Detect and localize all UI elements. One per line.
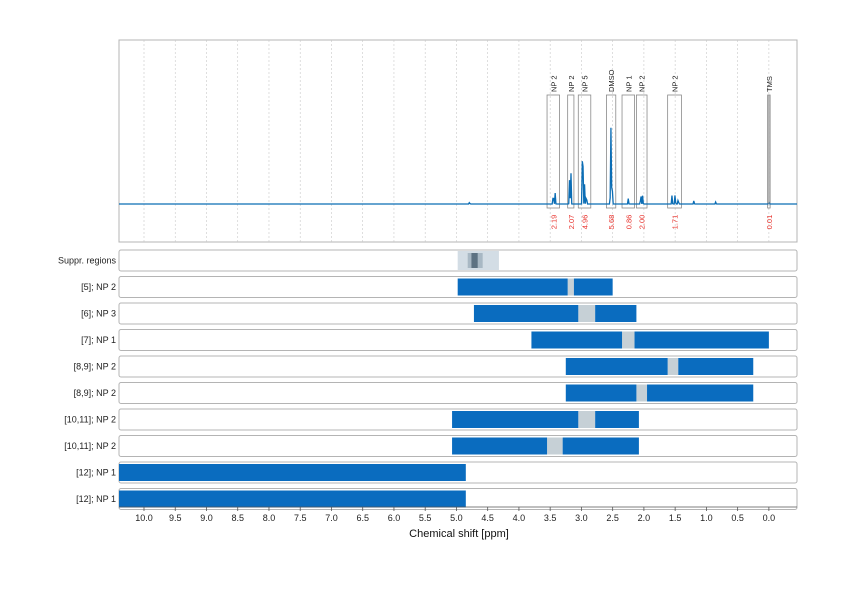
row-label: [12]; NP 1: [76, 468, 116, 478]
region-bar-1: [573, 278, 613, 296]
region-row-5: [8,9]; NP 2: [74, 382, 798, 404]
x-tick-label-10: 5.0: [450, 513, 463, 523]
x-tick-label-0: 10.0: [135, 513, 153, 523]
gap-block-0: [622, 331, 635, 349]
region-bar-0: [119, 464, 466, 481]
region-bar-0: [452, 437, 548, 455]
suppression-band-2: [471, 253, 478, 268]
row-label: [10,11]; NP 2: [64, 415, 116, 425]
region-bar-1: [595, 305, 637, 322]
gap-block-0: [567, 278, 574, 296]
integral-label-0: 2.19: [549, 215, 558, 230]
region-bar-0: [119, 490, 466, 508]
region-bar-1: [678, 358, 754, 375]
gap-block-0: [578, 305, 596, 322]
x-tick-label-12: 4.0: [513, 513, 526, 523]
x-tick-label-20: 0.0: [763, 513, 776, 523]
x-tick-label-11: 4.5: [481, 513, 494, 523]
x-tick-label-4: 8.0: [263, 513, 276, 523]
x-tick-label-6: 7.0: [325, 513, 338, 523]
x-tick-label-3: 8.5: [231, 513, 244, 523]
region-bar-1: [595, 411, 639, 428]
region-bar-0: [473, 305, 579, 322]
x-tick-label-7: 6.5: [356, 513, 369, 523]
x-tick-label-9: 5.5: [419, 513, 432, 523]
peak-label-3: DMSO: [607, 69, 616, 92]
peak-label-7: TMS: [765, 76, 774, 92]
integral-label-5: 2.00: [638, 215, 647, 230]
x-tick-label-1: 9.5: [169, 513, 182, 523]
integral-label-7: 0.01: [765, 215, 774, 230]
x-tick-label-19: 0.5: [731, 513, 744, 523]
peak-box-5: [636, 94, 648, 209]
peak-label-0: NP 2: [549, 75, 558, 92]
spectrum-trace: [119, 127, 797, 205]
gap-block-0: [636, 384, 648, 402]
gap-block-0: [667, 358, 679, 375]
region-bar-0: [565, 358, 668, 375]
x-axis: 10.0 9.5 9.0 8.5 8.0 7.5 7.0 6.5 6.0 5.5 5.0 4.5 4.0…: [119, 506, 797, 523]
row-label: [8,9]; NP 2: [74, 388, 116, 398]
x-tick-label-5: 7.5: [294, 513, 307, 523]
integral-label-4: 0.86: [624, 215, 633, 230]
region-row-8: [12]; NP 1: [76, 461, 798, 484]
spectrum-frame: [118, 39, 798, 243]
x-tick-label-14: 3.0: [575, 513, 588, 523]
x-tick-label-2: 9.0: [200, 513, 213, 523]
spectrum-panel: NP 2 2.19 NP 2 2.07 NP 5 4.96 DMSO 5.68 NP 1 0.86…: [118, 39, 798, 243]
x-tick-label-8: 6.0: [388, 513, 401, 523]
peak-label-5: NP 2: [638, 75, 647, 92]
peak-label-2: NP 5: [581, 75, 590, 92]
x-tick-label-16: 2.0: [638, 513, 651, 523]
x-tick-label-17: 1.5: [669, 513, 682, 523]
region-rows-panel: Suppr. regions [5]; NP 2 [6]; NP 3 [7]; NP …: [58, 249, 798, 510]
row-label: [6]; NP 3: [81, 309, 116, 319]
row-label: [10,11]; NP 2: [64, 441, 116, 451]
integral-label-2: 4.96: [581, 215, 590, 230]
suppression-row: Suppr. regions: [58, 249, 798, 272]
integral-label-1: 2.07: [567, 215, 576, 230]
region-bar-1: [562, 437, 639, 455]
region-row-4: [8,9]; NP 2: [74, 355, 798, 378]
gap-block-0: [578, 411, 596, 428]
row-label: [12]; NP 1: [76, 494, 116, 504]
peak-label-1: NP 2: [567, 75, 576, 92]
region-bar-0: [457, 278, 568, 296]
region-row-1: [5]; NP 2: [81, 276, 798, 298]
peak-box-0: [546, 94, 560, 209]
integral-label-6: 1.71: [671, 215, 680, 230]
region-bar-0: [531, 331, 623, 349]
peak-box-6: [667, 94, 682, 209]
region-bar-0: [565, 384, 637, 402]
peak-box-3: [606, 94, 617, 209]
x-tick-label-13: 3.5: [544, 513, 557, 523]
region-row-9: [12]; NP 1: [76, 488, 798, 510]
region-row-3: [7]; NP 1: [81, 329, 798, 351]
x-axis-title: Chemical shift [ppm]: [409, 528, 509, 540]
region-bar-1: [634, 331, 769, 349]
region-row-6: [10,11]; NP 2: [64, 408, 798, 431]
integral-label-3: 5.68: [607, 215, 616, 230]
gap-block-0: [547, 437, 563, 455]
region-row-7: [10,11]; NP 2: [64, 435, 798, 457]
row-label: [5]; NP 2: [81, 282, 116, 292]
row-label: [8,9]; NP 2: [74, 362, 116, 372]
region-bar-1: [647, 384, 754, 402]
peak-box-1: [567, 94, 575, 209]
peak-label-4: NP 1: [624, 75, 633, 92]
peak-label-6: NP 2: [671, 75, 680, 92]
region-row-2: [6]; NP 3: [81, 302, 798, 325]
x-tick-label-18: 1.0: [700, 513, 713, 523]
row-label: Suppr. regions: [58, 256, 117, 266]
x-tick-label-15: 2.5: [606, 513, 619, 523]
region-bar-0: [452, 411, 579, 428]
peak-box-4: [621, 94, 635, 209]
row-frame: [118, 302, 798, 325]
row-label: [7]; NP 1: [81, 335, 116, 345]
peak-box-2: [577, 94, 592, 209]
